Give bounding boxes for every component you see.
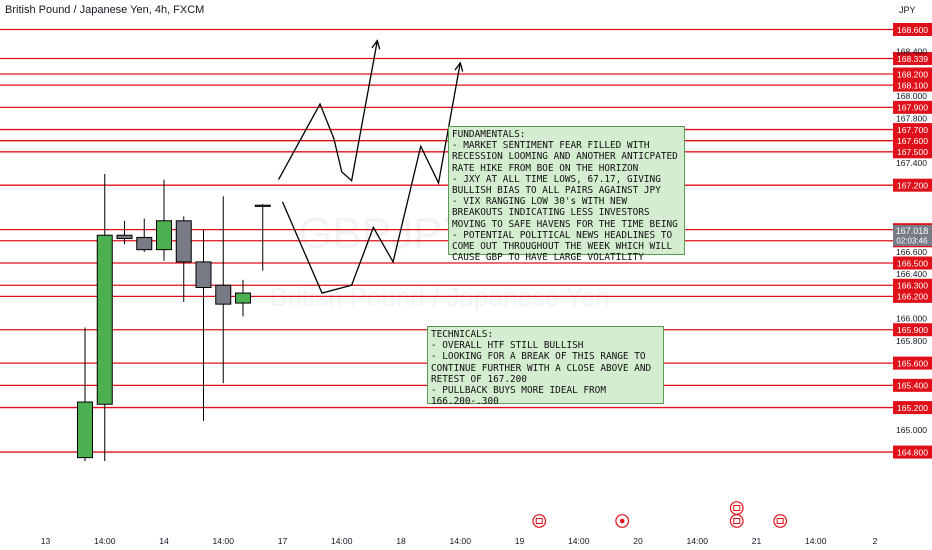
candle-up xyxy=(77,401,93,459)
candle-down xyxy=(175,220,192,263)
current-price-tag: 167.018 02:03:46 xyxy=(893,225,932,246)
level-tag xyxy=(893,278,932,292)
fundamentals-note[interactable]: FUNDAMENTALS: - MARKET SENTIMENT FEAR FI… xyxy=(448,126,685,263)
level-tag-label: 168.100 xyxy=(897,80,928,90)
level-tag xyxy=(893,356,932,370)
price-tag-countdown: 02:03:46 xyxy=(896,237,928,246)
time-tick-label: 17 xyxy=(278,536,288,546)
event-flag-icon xyxy=(776,518,784,524)
time-tick-label: 14:00 xyxy=(686,536,708,546)
candle-up xyxy=(96,234,113,405)
price-tick-label: 166.600 xyxy=(896,247,927,257)
level-tag xyxy=(893,256,932,270)
price-tag-background xyxy=(893,225,932,246)
level-tag-label: 166.300 xyxy=(897,281,928,291)
event-flag-icon xyxy=(733,505,741,511)
level-tag-label: 166.200 xyxy=(897,292,928,302)
level-tag-label: 167.600 xyxy=(897,136,928,146)
price-tick-label: 168.000 xyxy=(896,91,927,101)
price-axis[interactable]: 168.400 168.000 167.800 167.400 166.600 166.4… xyxy=(896,47,927,435)
price-tick-label: 167.400 xyxy=(896,158,927,168)
time-tick-label: 14:00 xyxy=(568,536,590,546)
candle-down xyxy=(136,236,153,251)
event-flag-icon xyxy=(535,518,543,524)
time-tick-label: 14 xyxy=(159,536,169,546)
time-tick-label: 18 xyxy=(396,536,406,546)
candle-up xyxy=(156,220,172,251)
level-tag xyxy=(893,145,932,159)
projection-arrowhead xyxy=(371,39,381,50)
level-tag-label: 165.200 xyxy=(897,403,928,413)
level-tag-label: 167.200 xyxy=(897,180,928,190)
level-tag xyxy=(893,23,932,36)
level-tag-label: 165.400 xyxy=(897,381,928,391)
level-tag-label: 168.200 xyxy=(897,69,928,79)
level-tag xyxy=(893,401,932,415)
price-tick-label: 165.800 xyxy=(896,336,927,346)
time-axis[interactable]: 13 14:00 14 14:00 17 14:00 18 14:00 19 14:00 20 14:… xyxy=(41,536,878,546)
candle-down xyxy=(195,261,212,288)
level-tag-label: 167.900 xyxy=(897,103,928,113)
level-tag xyxy=(893,67,932,81)
time-tick-label: 14:00 xyxy=(331,536,353,546)
event-marker-icon xyxy=(729,514,744,528)
candle-down xyxy=(254,204,271,207)
technicals-note[interactable]: TECHNICALS: - OVERALL HTF STILL BULLISH … xyxy=(427,326,664,407)
projection-line xyxy=(281,62,461,294)
time-tick-label: 2 xyxy=(873,536,878,546)
candle-down xyxy=(215,284,232,305)
time-tick-label: 20 xyxy=(633,536,643,546)
event-marker-dot-icon xyxy=(619,518,625,524)
level-tag-label: 166.500 xyxy=(897,258,928,268)
price-tick-label: 167.800 xyxy=(896,113,927,123)
level-tag-label: 164.800 xyxy=(897,447,928,457)
chart-title: British Pound / Japanese Yen, 4h, FXCM xyxy=(5,4,205,16)
time-tick-label: 14:00 xyxy=(94,536,116,546)
time-tick-label: 14:00 xyxy=(805,536,827,546)
level-tag xyxy=(893,123,932,137)
level-tag xyxy=(893,445,932,459)
candle-up xyxy=(235,292,251,304)
level-tag xyxy=(893,289,932,303)
event-marker-icon xyxy=(729,501,744,515)
price-tick-label: 165.000 xyxy=(896,425,927,435)
projection-arrowhead xyxy=(454,61,464,72)
level-tag xyxy=(893,78,932,92)
level-tag xyxy=(893,178,932,192)
price-tick-label: 168.400 xyxy=(896,47,927,57)
level-tag xyxy=(893,378,932,392)
time-tick-label: 21 xyxy=(752,536,762,546)
time-tick-label: 19 xyxy=(515,536,525,546)
watermark-symbol: GBPJPY xyxy=(298,209,472,258)
event-marker-icon xyxy=(532,514,547,528)
candles xyxy=(77,174,271,461)
time-tick-label: 14:00 xyxy=(449,536,471,546)
axis-currency-label: JPY xyxy=(899,5,916,15)
level-tag xyxy=(893,52,932,66)
level-tag-label: 165.600 xyxy=(897,358,928,368)
level-tag xyxy=(893,134,932,148)
event-flag-icon xyxy=(733,518,741,524)
level-tag-label: 168.600 xyxy=(897,25,928,35)
projection-line xyxy=(277,40,378,182)
level-tag-label: 167.500 xyxy=(897,147,928,157)
projection-paths xyxy=(277,39,464,294)
time-tick-label: 13 xyxy=(41,536,51,546)
time-tick-label: 14:00 xyxy=(212,536,234,546)
level-tag-label: 167.700 xyxy=(897,125,928,135)
level-tag-label: 165.900 xyxy=(897,325,928,335)
price-tick-label: 166.400 xyxy=(896,269,927,279)
price-tick-label: 166.000 xyxy=(896,314,927,324)
event-marker-icon xyxy=(773,514,788,528)
level-tag xyxy=(893,323,932,337)
price-tag-value: 167.018 xyxy=(896,226,929,236)
level-tag-label: 168.339 xyxy=(897,54,928,64)
level-tag xyxy=(893,100,932,114)
candle-down xyxy=(116,234,133,240)
event-markers xyxy=(532,501,788,528)
